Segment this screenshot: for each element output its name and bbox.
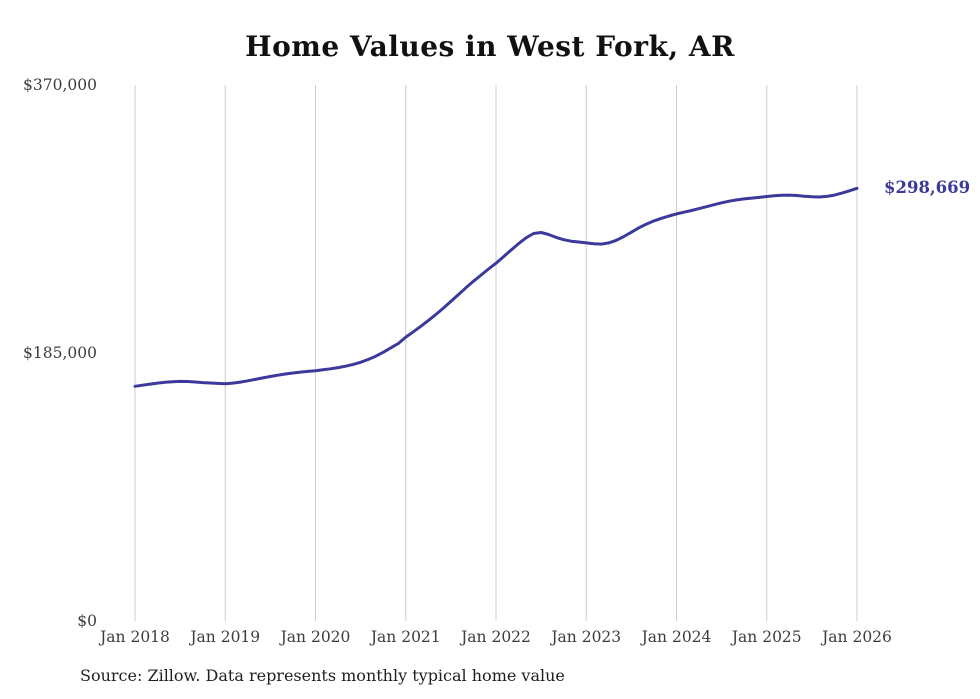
- x-tick-label: Jan 2026: [822, 628, 892, 646]
- x-tick-label: Jan 2020: [280, 628, 351, 646]
- x-tick-label: Jan 2023: [551, 628, 622, 646]
- source-note: Source: Zillow. Data represents monthly …: [80, 666, 565, 685]
- y-tick-label: $370,000: [23, 76, 97, 94]
- chart-title: Home Values in West Fork, AR: [245, 30, 735, 63]
- x-tick-label: Jan 2018: [100, 628, 170, 646]
- y-tick-label: $0: [77, 612, 97, 630]
- x-tick-label: Jan 2019: [190, 628, 261, 646]
- y-tick-label: $185,000: [23, 344, 97, 362]
- x-tick-label: Jan 2021: [370, 628, 441, 646]
- x-tick-label: Jan 2025: [731, 628, 802, 646]
- x-tick-label: Jan 2022: [461, 628, 531, 646]
- home-value-line: [133, 186, 859, 388]
- latest-value-label: $298,669: [884, 178, 971, 198]
- x-tick-label: Jan 2024: [641, 628, 712, 646]
